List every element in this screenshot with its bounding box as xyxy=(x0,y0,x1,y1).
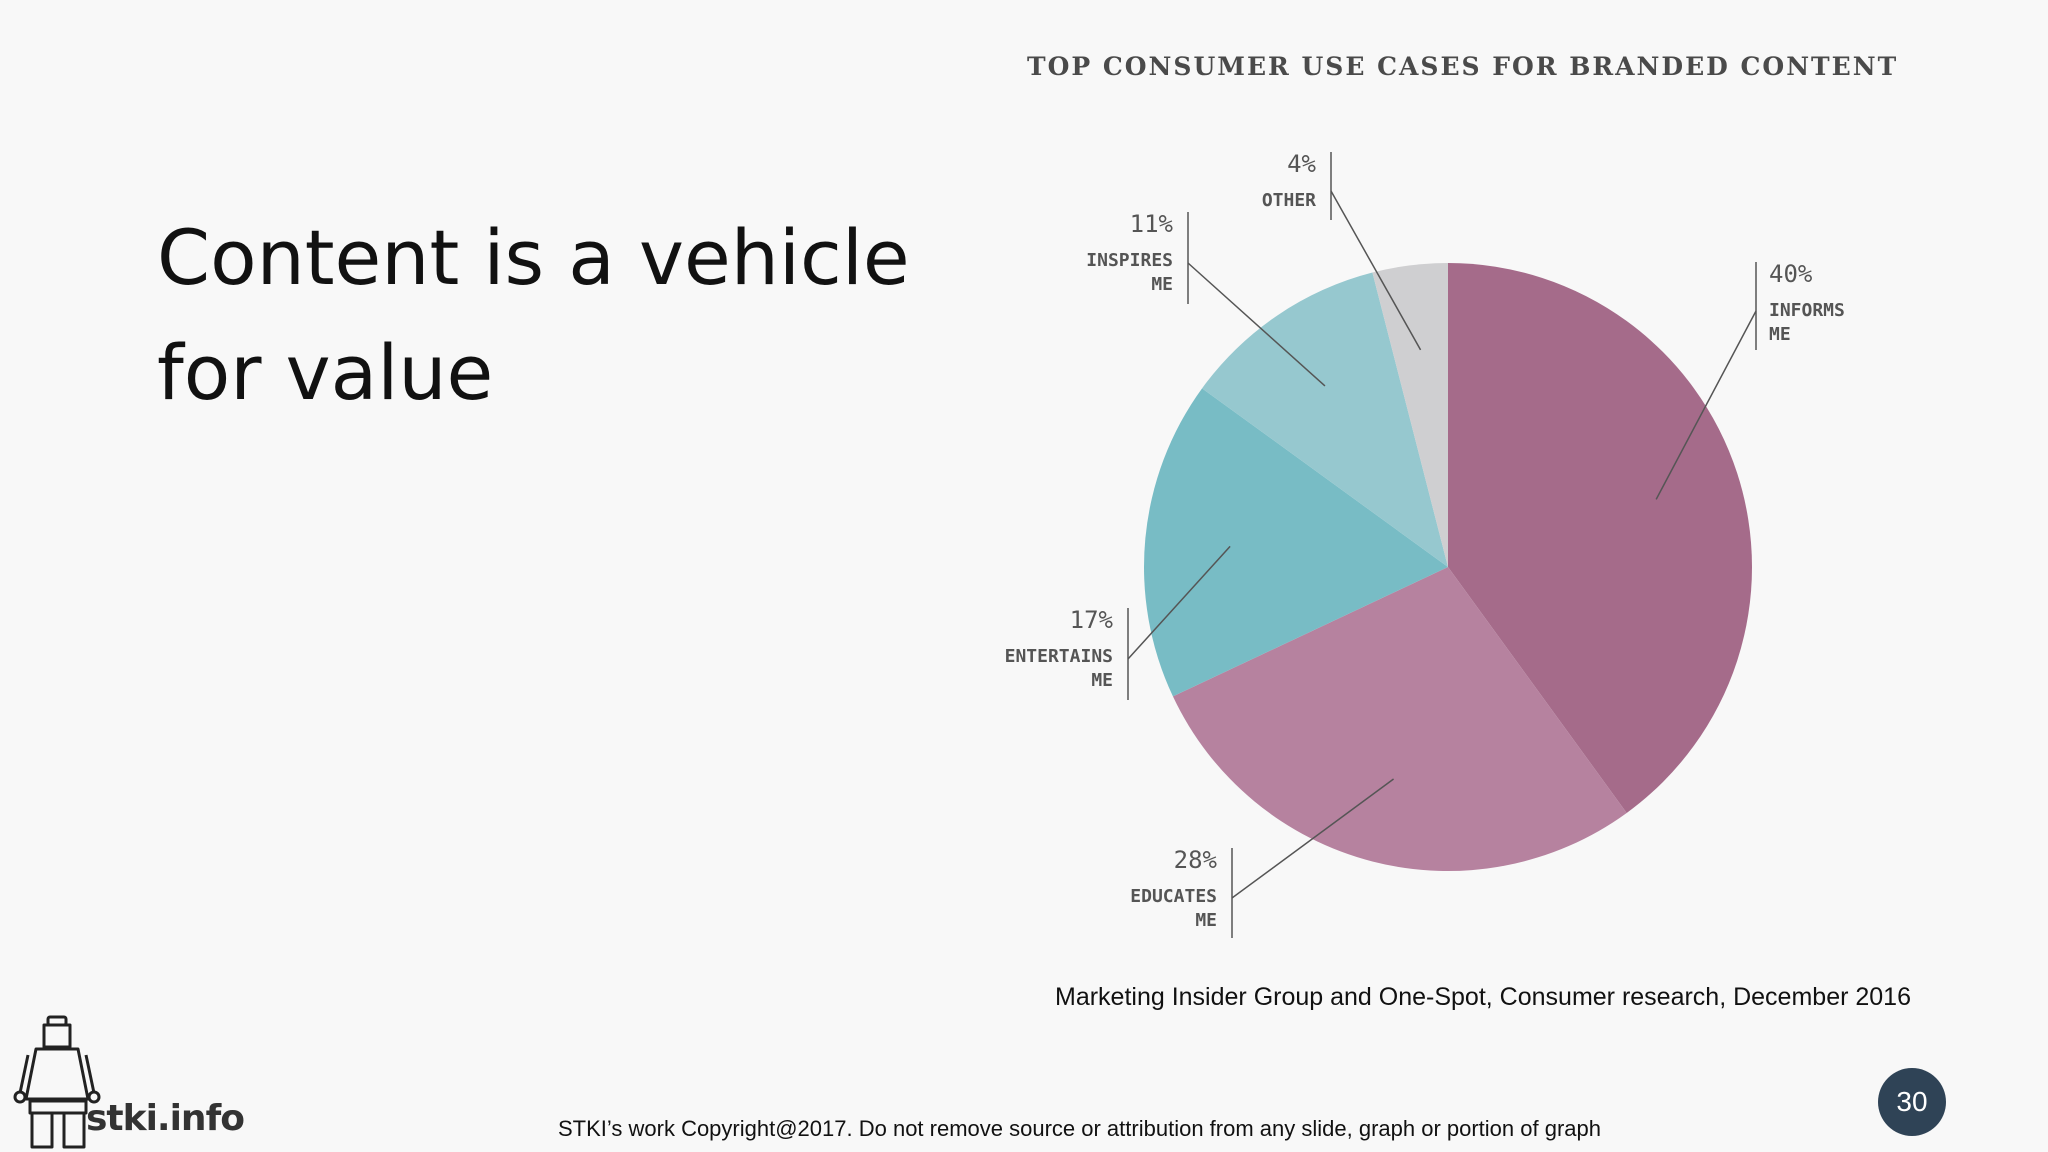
label-pct-inspires: 11% xyxy=(1130,210,1174,238)
label-line1-other: OTHER xyxy=(1262,190,1316,211)
label-line1-inspires: INSPIRES xyxy=(1086,250,1173,271)
label-line2-entertains: ME xyxy=(1091,670,1113,691)
label-line1-informs: INFORMS xyxy=(1769,300,1845,321)
label-line2-educates: ME xyxy=(1195,910,1217,931)
logo-text: stki.info xyxy=(86,1098,245,1139)
leader-line-inspires xyxy=(1187,262,1326,387)
pie-slice-educates xyxy=(1172,567,1627,872)
pie-slice-other xyxy=(1372,263,1448,567)
label-pct-entertains: 17% xyxy=(1070,606,1114,634)
label-line2-informs: ME xyxy=(1769,324,1791,345)
lego-figure-logo-icon xyxy=(13,1015,101,1149)
label-pct-educates: 28% xyxy=(1174,846,1218,874)
label-pct-other: 4% xyxy=(1287,150,1316,178)
label-line2-inspires: ME xyxy=(1151,274,1173,295)
label-line1-entertains: ENTERTAINS xyxy=(1005,646,1113,667)
leader-line-other xyxy=(1330,190,1422,351)
pie-slice-entertains xyxy=(1144,388,1448,697)
page-number-badge: 30 xyxy=(1878,1068,1946,1136)
chart-title: TOP CONSUMER USE CASES FOR BRANDED CONTE… xyxy=(1027,52,1899,81)
source-citation: Marketing Insider Group and One-Spot, Co… xyxy=(1055,983,1911,1011)
pie-slice-informs xyxy=(1448,263,1752,813)
slide-title-line1: Content is a vehicle xyxy=(157,213,910,302)
leader-line-entertains xyxy=(1127,545,1231,660)
leader-line-educates xyxy=(1231,778,1395,899)
label-line1-educates: EDUCATES xyxy=(1130,886,1217,907)
leader-line-informs xyxy=(1655,310,1757,500)
pie-slice-inspires xyxy=(1202,272,1448,567)
slide-title-line2: for value xyxy=(157,328,494,417)
copyright-notice: STKI’s work Copyright@2017. Do not remov… xyxy=(558,1116,1601,1141)
slide-title: Content is a vehicle for value xyxy=(157,200,910,430)
label-pct-informs: 40% xyxy=(1769,260,1813,288)
